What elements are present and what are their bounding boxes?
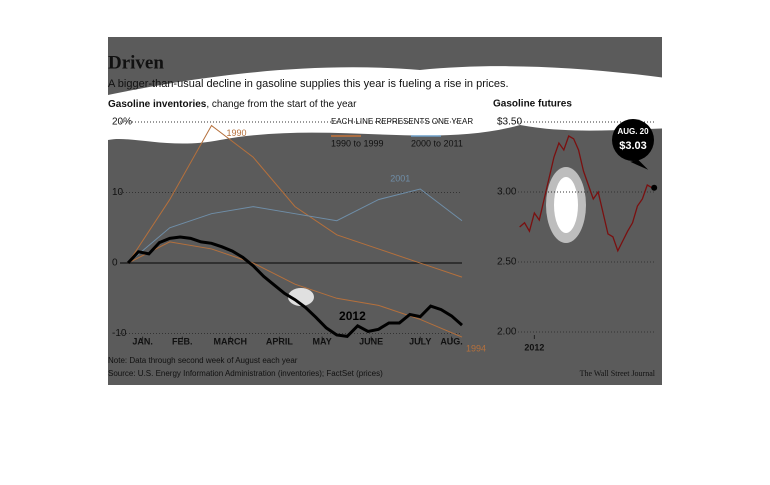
panel-title: Gasoline futures — [493, 99, 572, 110]
note: Note: Data through second week of August… — [108, 356, 298, 365]
y-tick-label: 10 — [112, 187, 124, 198]
y-tick-label: 3.00 — [497, 187, 517, 198]
subtitle: A bigger-than-usual decline in gasoline … — [108, 78, 509, 90]
source: Source: U.S. Energy Information Administ… — [108, 369, 383, 378]
white-blob — [288, 288, 314, 306]
white-blob — [554, 177, 578, 233]
y-tick-label: 20% — [112, 117, 132, 128]
panel-title-bold: Gasoline inventories — [108, 99, 207, 110]
x-tick-label: MAY — [313, 336, 332, 346]
panel-subtitle: , change from the start of the year — [206, 99, 357, 110]
x-tick-label: 2012 — [524, 342, 544, 352]
credit: The Wall Street Journal — [580, 369, 656, 378]
x-tick-label: FEB. — [172, 336, 193, 346]
white-blob — [108, 66, 770, 144]
callout — [612, 119, 654, 161]
series-line — [126, 235, 463, 338]
series-line — [127, 241, 463, 338]
title: Driven — [108, 52, 164, 73]
callout-date: AUG. 20 — [617, 127, 649, 136]
series-label: 1990 — [226, 128, 246, 138]
y-tick-label: -10 — [112, 328, 127, 339]
series-line — [127, 124, 463, 278]
x-tick-label: JAN. — [132, 336, 153, 346]
series-line — [519, 135, 653, 253]
y-tick-label: 2.00 — [497, 327, 517, 338]
series-label: 1994 — [466, 343, 486, 353]
legend-label: 2000 to 2011 — [411, 138, 463, 148]
x-tick-label: AUG. — [440, 336, 463, 346]
series-line — [127, 188, 463, 264]
series-label: 2012 — [339, 309, 366, 323]
y-tick-label: 0 — [112, 258, 118, 269]
panel-title: Gasoline inventories, change from the st… — [108, 99, 357, 110]
x-tick-label: JUNE — [359, 336, 383, 346]
y-tick-label: 2.50 — [497, 257, 517, 268]
end-dot — [651, 184, 658, 191]
x-tick-label: MARCH — [214, 336, 248, 346]
series-label: 2001 — [390, 173, 410, 183]
x-tick-label: APRIL — [266, 336, 294, 346]
legend-label: 1990 to 1999 — [331, 138, 384, 148]
callout-value: $3.03 — [619, 140, 647, 152]
callout — [630, 159, 649, 170]
x-tick-label: JULY — [409, 336, 431, 346]
y-tick-label: $3.50 — [497, 117, 522, 128]
